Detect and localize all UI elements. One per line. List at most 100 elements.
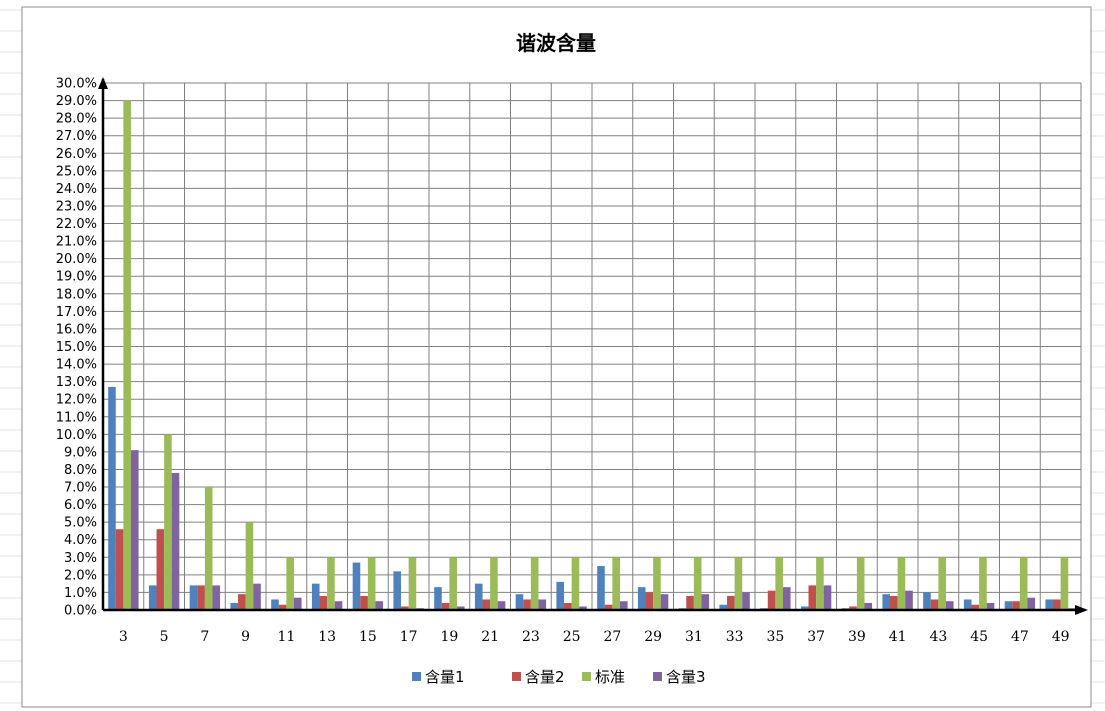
- bar: [1012, 601, 1020, 610]
- bar: [164, 434, 172, 610]
- legend-label: 标准: [595, 668, 625, 686]
- bar: [393, 571, 402, 610]
- bar: [612, 557, 620, 610]
- y-tick-label: 28.0%: [56, 112, 97, 127]
- x-tick-label: 9: [241, 629, 250, 645]
- bar: [979, 557, 987, 610]
- x-axis-arrow-icon: [1075, 605, 1088, 615]
- bar: [734, 557, 743, 610]
- bar: [278, 604, 287, 610]
- bar: [115, 529, 124, 610]
- bar: [800, 606, 809, 610]
- bar: [767, 590, 776, 610]
- bar: [311, 583, 320, 610]
- bar: [515, 594, 524, 610]
- y-tick-label: 25.0%: [56, 164, 97, 179]
- x-tick-label: 47: [1011, 629, 1029, 645]
- x-tick-label: 5: [160, 629, 169, 645]
- x-tick-label: 31: [685, 629, 703, 645]
- bar: [823, 585, 832, 610]
- bar: [253, 583, 261, 610]
- bar: [130, 450, 139, 610]
- bar: [782, 587, 791, 610]
- y-tick-label: 12.0%: [56, 393, 97, 408]
- y-tick-label: 29.0%: [56, 94, 97, 109]
- bar: [456, 606, 465, 610]
- bar: [938, 557, 946, 610]
- bar: [474, 583, 483, 610]
- bar: [856, 557, 865, 610]
- y-tick-label: 7.0%: [64, 481, 97, 496]
- bar: [905, 590, 913, 610]
- bar: [923, 592, 931, 610]
- legend: 含量1 含量2 标准 含量3: [412, 668, 706, 686]
- bar: [156, 529, 165, 610]
- bar: [490, 557, 498, 610]
- bar: [686, 595, 694, 610]
- x-tick-label: 13: [318, 629, 336, 645]
- legend-swatch: [653, 672, 662, 681]
- y-tick-label: 6.0%: [64, 498, 97, 513]
- bar: [148, 585, 157, 610]
- y-tick-label: 0.0%: [64, 604, 97, 619]
- bar: [963, 599, 972, 610]
- bar: [497, 601, 506, 610]
- x-tick-label: 49: [1052, 629, 1070, 645]
- y-tick-label: 4.0%: [64, 533, 97, 548]
- bar: [245, 522, 254, 610]
- bar: [108, 386, 116, 610]
- y-tick-label: 24.0%: [56, 182, 97, 197]
- bar: [334, 601, 343, 610]
- y-tick-label: 2.0%: [64, 568, 97, 583]
- y-tick-label: 11.0%: [56, 410, 97, 425]
- bar: [293, 597, 302, 610]
- bar: [530, 557, 539, 610]
- bar: [197, 585, 205, 610]
- y-tick-label: 20.0%: [56, 252, 97, 267]
- x-tick-label: 3: [119, 629, 128, 645]
- y-tick-label: 30.0%: [56, 77, 97, 92]
- bar: [571, 557, 580, 610]
- bar: [375, 601, 384, 610]
- x-tick-label: 27: [603, 629, 621, 645]
- bar: [271, 599, 279, 610]
- y-tick-labels: 0.0% 1.0% 2.0% 3.0% 4.0% 5.0% 6.0% 7.0% 8.0% 9.0%…: [56, 77, 97, 619]
- x-tick-label: 41: [889, 629, 907, 645]
- y-tick-label: 3.0%: [64, 551, 97, 566]
- bar: [230, 602, 239, 610]
- y-tick-label: 26.0%: [56, 147, 97, 162]
- bar: [930, 599, 939, 610]
- bar: [523, 599, 531, 610]
- axes: [98, 77, 1088, 615]
- y-tick-label: 22.0%: [56, 217, 97, 232]
- legend-swatch: [582, 672, 591, 681]
- bar: [701, 594, 710, 610]
- y-tick-label: 10.0%: [56, 428, 97, 443]
- bar: [719, 604, 728, 610]
- bar: [1019, 557, 1028, 610]
- x-tick-labels: 3 5 7 9 11 13 15 17 19 21 23 25 27 29 31 33 35 37 39 41 43 45…: [119, 629, 1070, 645]
- y-tick-label: 19.0%: [56, 270, 97, 285]
- bar: [319, 595, 328, 610]
- y-axis-arrow-icon: [98, 77, 108, 89]
- bar: [171, 472, 180, 610]
- bar: [660, 594, 669, 610]
- bar: [538, 599, 547, 610]
- bar: [742, 592, 750, 610]
- bar: [352, 562, 361, 610]
- bar: [727, 595, 735, 610]
- bar: [189, 585, 198, 610]
- bar: [775, 557, 783, 610]
- x-tick-label: 7: [200, 629, 209, 645]
- y-tick-label: 21.0%: [56, 235, 97, 250]
- x-tick-label: 21: [481, 629, 499, 645]
- x-tick-label: 37: [807, 629, 825, 645]
- legend-swatch: [512, 672, 521, 681]
- bar: [645, 592, 654, 610]
- y-tick-label: 15.0%: [56, 340, 97, 355]
- bar: [890, 595, 898, 610]
- bar: [882, 594, 891, 610]
- bar: [204, 487, 213, 610]
- bar: [604, 604, 613, 610]
